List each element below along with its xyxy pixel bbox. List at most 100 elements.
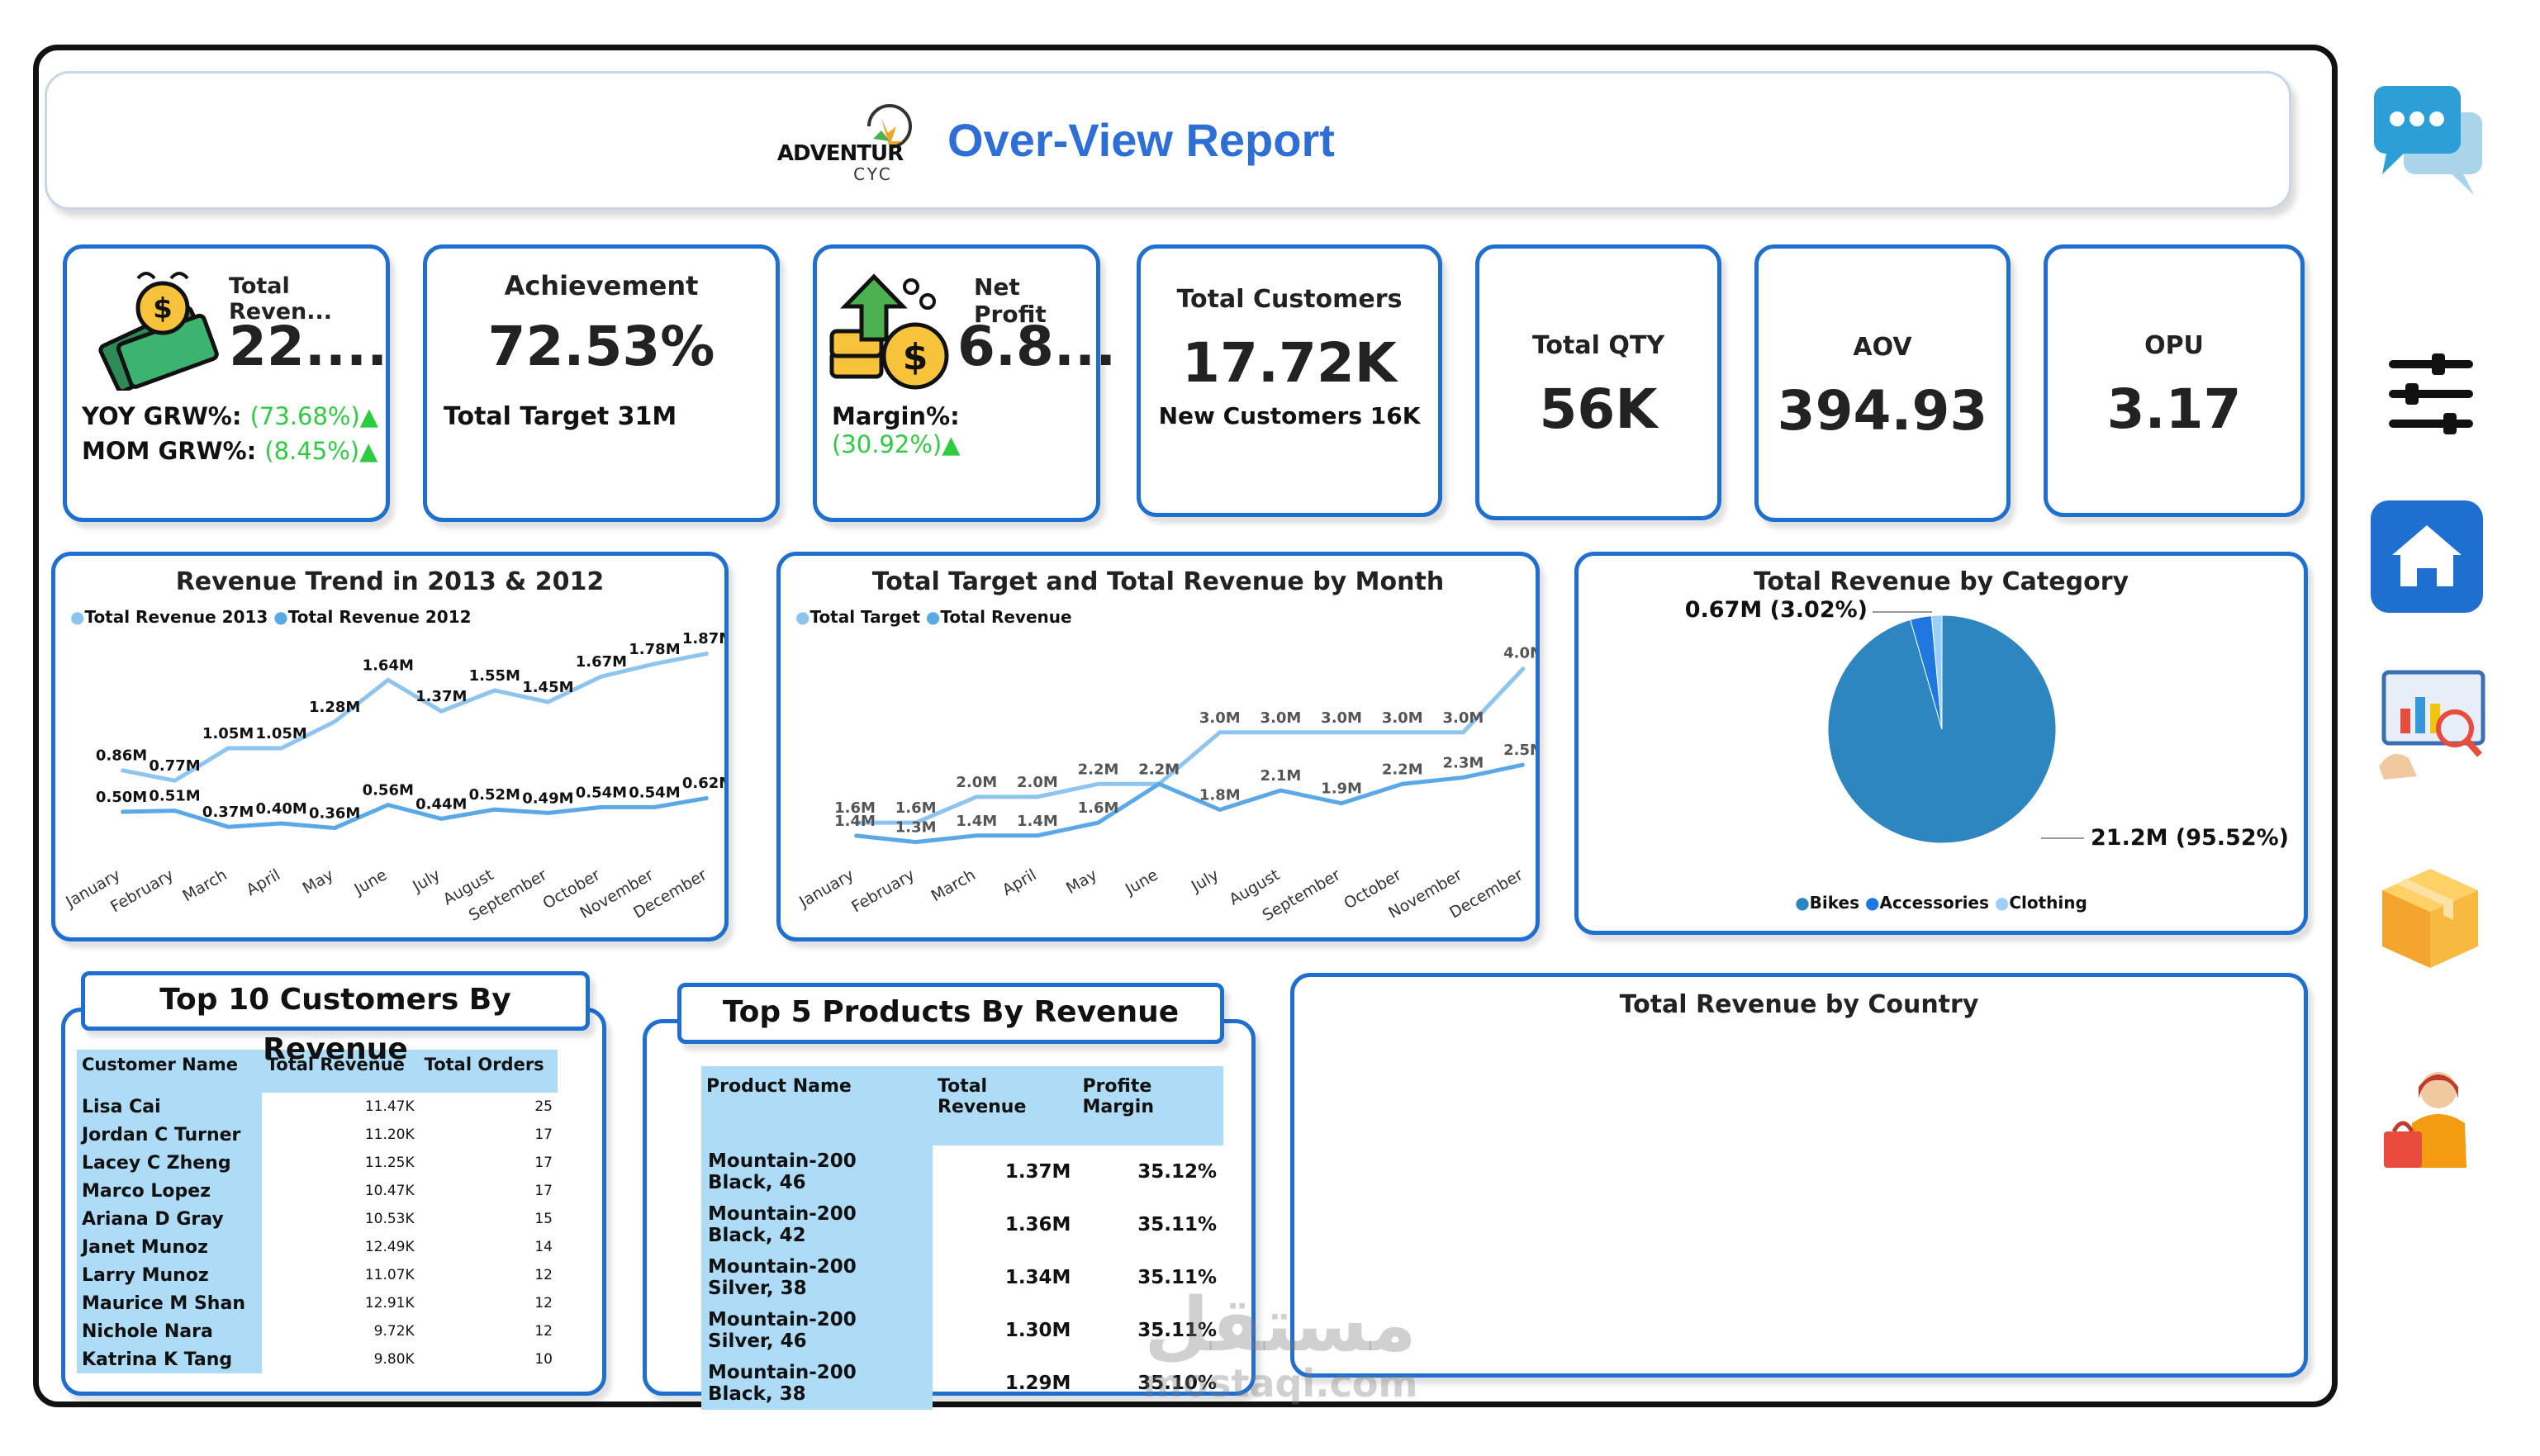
orders-cell: 17 [534,1183,553,1199]
products-table[interactable]: Product Name Total Revenue Profite Margi… [701,1066,1223,1410]
top-products-title: Top 5 Products By Revenue [722,995,1180,1029]
table-row[interactable]: Marco Lopez 10.47K 17 [77,1177,558,1205]
products-table-header: Product Name Total Revenue Profite Margi… [701,1066,1223,1145]
data-label: 0.36M [309,805,360,823]
data-point [121,811,122,813]
product-name-cell: Mountain-200 Silver, 46 [701,1304,933,1357]
margin-cell: 35.11% [1137,1214,1217,1235]
home-icon[interactable] [2371,500,2486,616]
kpi-margin: Margin%: (30.92%)▲ [832,402,1096,458]
data-label: 1.67M [576,653,627,671]
col-product-revenue[interactable]: Total Revenue [938,1076,1027,1117]
data-point [440,710,443,713]
col-total-orders[interactable]: Total Orders [424,1055,544,1074]
target-revenue-chart[interactable]: 1.6M 1.6M 2.0M 2.0M 2.2M 2.2M 3.0M 3.0M 3.0M 3.0M… [781,622,1536,936]
data-label: 4.0M [1503,645,1536,662]
customer-icon[interactable] [2379,1065,2495,1181]
col-profit-margin[interactable]: Profite Margin [1082,1076,1154,1117]
brand-logo: ADVENTUR CYC [757,93,923,184]
x-tick-label: February [848,866,918,916]
data-label: 0.40M [255,800,306,818]
table-row[interactable]: Katrina K Tang 9.80K 10 [77,1345,558,1373]
data-point [976,795,978,798]
col-product-name[interactable]: Product Name [706,1076,852,1097]
col-total-revenue[interactable]: Total Revenue [266,1055,405,1074]
legend-clothing: Clothing [2009,893,2087,913]
product-name-cell: Mountain-200 Black, 38 [701,1357,933,1410]
customer-name-cell: Katrina K Tang [77,1345,262,1373]
table-row[interactable]: Mountain-200 Black, 46 1.37M 35.12% [701,1145,1223,1198]
data-point [440,818,443,820]
analysis-icon[interactable] [2376,667,2491,783]
data-point [173,780,176,782]
data-point [1401,731,1403,733]
chart1-title: Revenue Trend in 2013 & 2012 [175,567,605,596]
customers-table[interactable]: Customer Name Total Revenue Total Orders… [77,1050,558,1373]
kpi-yoy-label: YOY GRW%: [82,402,242,430]
revenue-cell: 9.72K [373,1323,415,1340]
legend-2013: Total Revenue 2013 [84,607,268,627]
data-point [1341,802,1343,804]
customer-name-cell: Marco Lopez [77,1177,262,1205]
x-tick-label: July [1188,866,1222,896]
data-label: 2.3M [1442,754,1484,771]
kpi-margin-label: Margin%: [832,402,960,430]
customer-name-cell: Nichole Nara [77,1317,262,1345]
table-row[interactable]: Mountain-200 Black, 38 1.29M 35.10% [701,1357,1223,1410]
legend-accessories: Accessories [1879,893,1989,913]
data-point [1341,731,1343,733]
data-label: 1.4M [834,813,876,830]
data-label: 2.2M [1138,761,1180,778]
data-label: 2.2M [1382,761,1423,778]
table-row[interactable]: Maurice M Shan 12.91K 12 [77,1289,558,1317]
table-row[interactable]: Mountain-200 Silver, 46 1.30M 35.11% [701,1304,1223,1357]
kpi-achievement[interactable]: Achievement 72.53% Total Target 31M [423,244,780,522]
package-icon[interactable] [2374,862,2490,978]
table-row[interactable]: Janet Munoz 12.49K 14 [77,1233,558,1261]
country-map-card[interactable]: Total Revenue by Country [1290,973,2308,1378]
kpi-opu-value: 3.17 [2106,377,2242,441]
top-products-card: Product Name Total Revenue Profite Margi… [643,1019,1256,1410]
kpi-aov-value: 394.93 [1777,379,1988,443]
revenue-cell: 11.47K [364,1098,415,1115]
col-customer-name[interactable]: Customer Name [82,1055,238,1074]
table-row[interactable]: Mountain-200 Silver, 38 1.34M 35.11% [701,1251,1223,1304]
orders-cell: 17 [534,1155,553,1171]
data-point [1401,783,1403,785]
table-row[interactable]: Larry Munoz 11.07K 12 [77,1261,558,1289]
kpi-margin-value: (30.92%)▲ [832,430,961,458]
kpi-revenue-title: Total Reven... [229,273,333,325]
filter-icon[interactable] [2386,353,2501,469]
kpi-new-customers: New Customers 16K [1158,402,1421,429]
table-row[interactable]: Ariana D Gray 10.53K 15 [77,1205,558,1233]
table-row[interactable]: Jordan C Turner 11.20K 17 [77,1121,558,1149]
kpi-total-customers[interactable]: Total Customers 17.72K New Customers 16K [1137,244,1442,517]
table-row[interactable]: Nichole Nara 9.72K 12 [77,1317,558,1345]
x-tick-label: March [179,866,230,905]
data-label: 0.44M [415,795,467,813]
table-row[interactable]: Mountain-200 Black, 42 1.36M 35.11% [701,1198,1223,1251]
kpi-opu-title: OPU [2144,331,2204,360]
data-point [334,827,336,829]
chat-icon[interactable] [2371,79,2486,195]
kpi-net-profit[interactable]: $ Net Profit 6.8... Margin%: (30.92%)▲ [813,244,1116,522]
data-label: 1.4M [1017,813,1058,830]
kpi-total-qty[interactable]: Total QTY 56K [1475,244,1721,520]
data-label: 1.6M [895,799,937,817]
category-pie-chart[interactable]: 21.2M (95.52%) 0.67M (3.02%) [1579,597,2304,894]
table-row[interactable]: Lisa Cai 11.47K 25 [77,1093,558,1121]
table-row[interactable]: Lacey C Zheng 11.25K 17 [77,1149,558,1177]
series-line-1 [854,762,1525,845]
kpi-total-revenue[interactable]: $ Total Reven... 22.... YOY GRW%: (73.68… [63,244,390,522]
kpi-opu[interactable]: OPU 3.17 [2044,244,2305,517]
data-label: 0.56M [363,782,414,799]
pie-label-bikes: 21.2M (95.52%) [2091,825,2289,851]
product-revenue-cell: 1.36M [1004,1214,1071,1235]
x-tick-label: April [999,866,1040,899]
data-label: 2.5M [1503,742,1536,759]
revenue-trend-chart-card: Revenue Trend in 2013 & 2012 ●Total Reve… [51,552,729,941]
kpi-mom-value: (8.45%)▲ [264,437,378,465]
data-point [1462,776,1465,779]
kpi-aov[interactable]: AOV 394.93 [1754,244,2011,522]
